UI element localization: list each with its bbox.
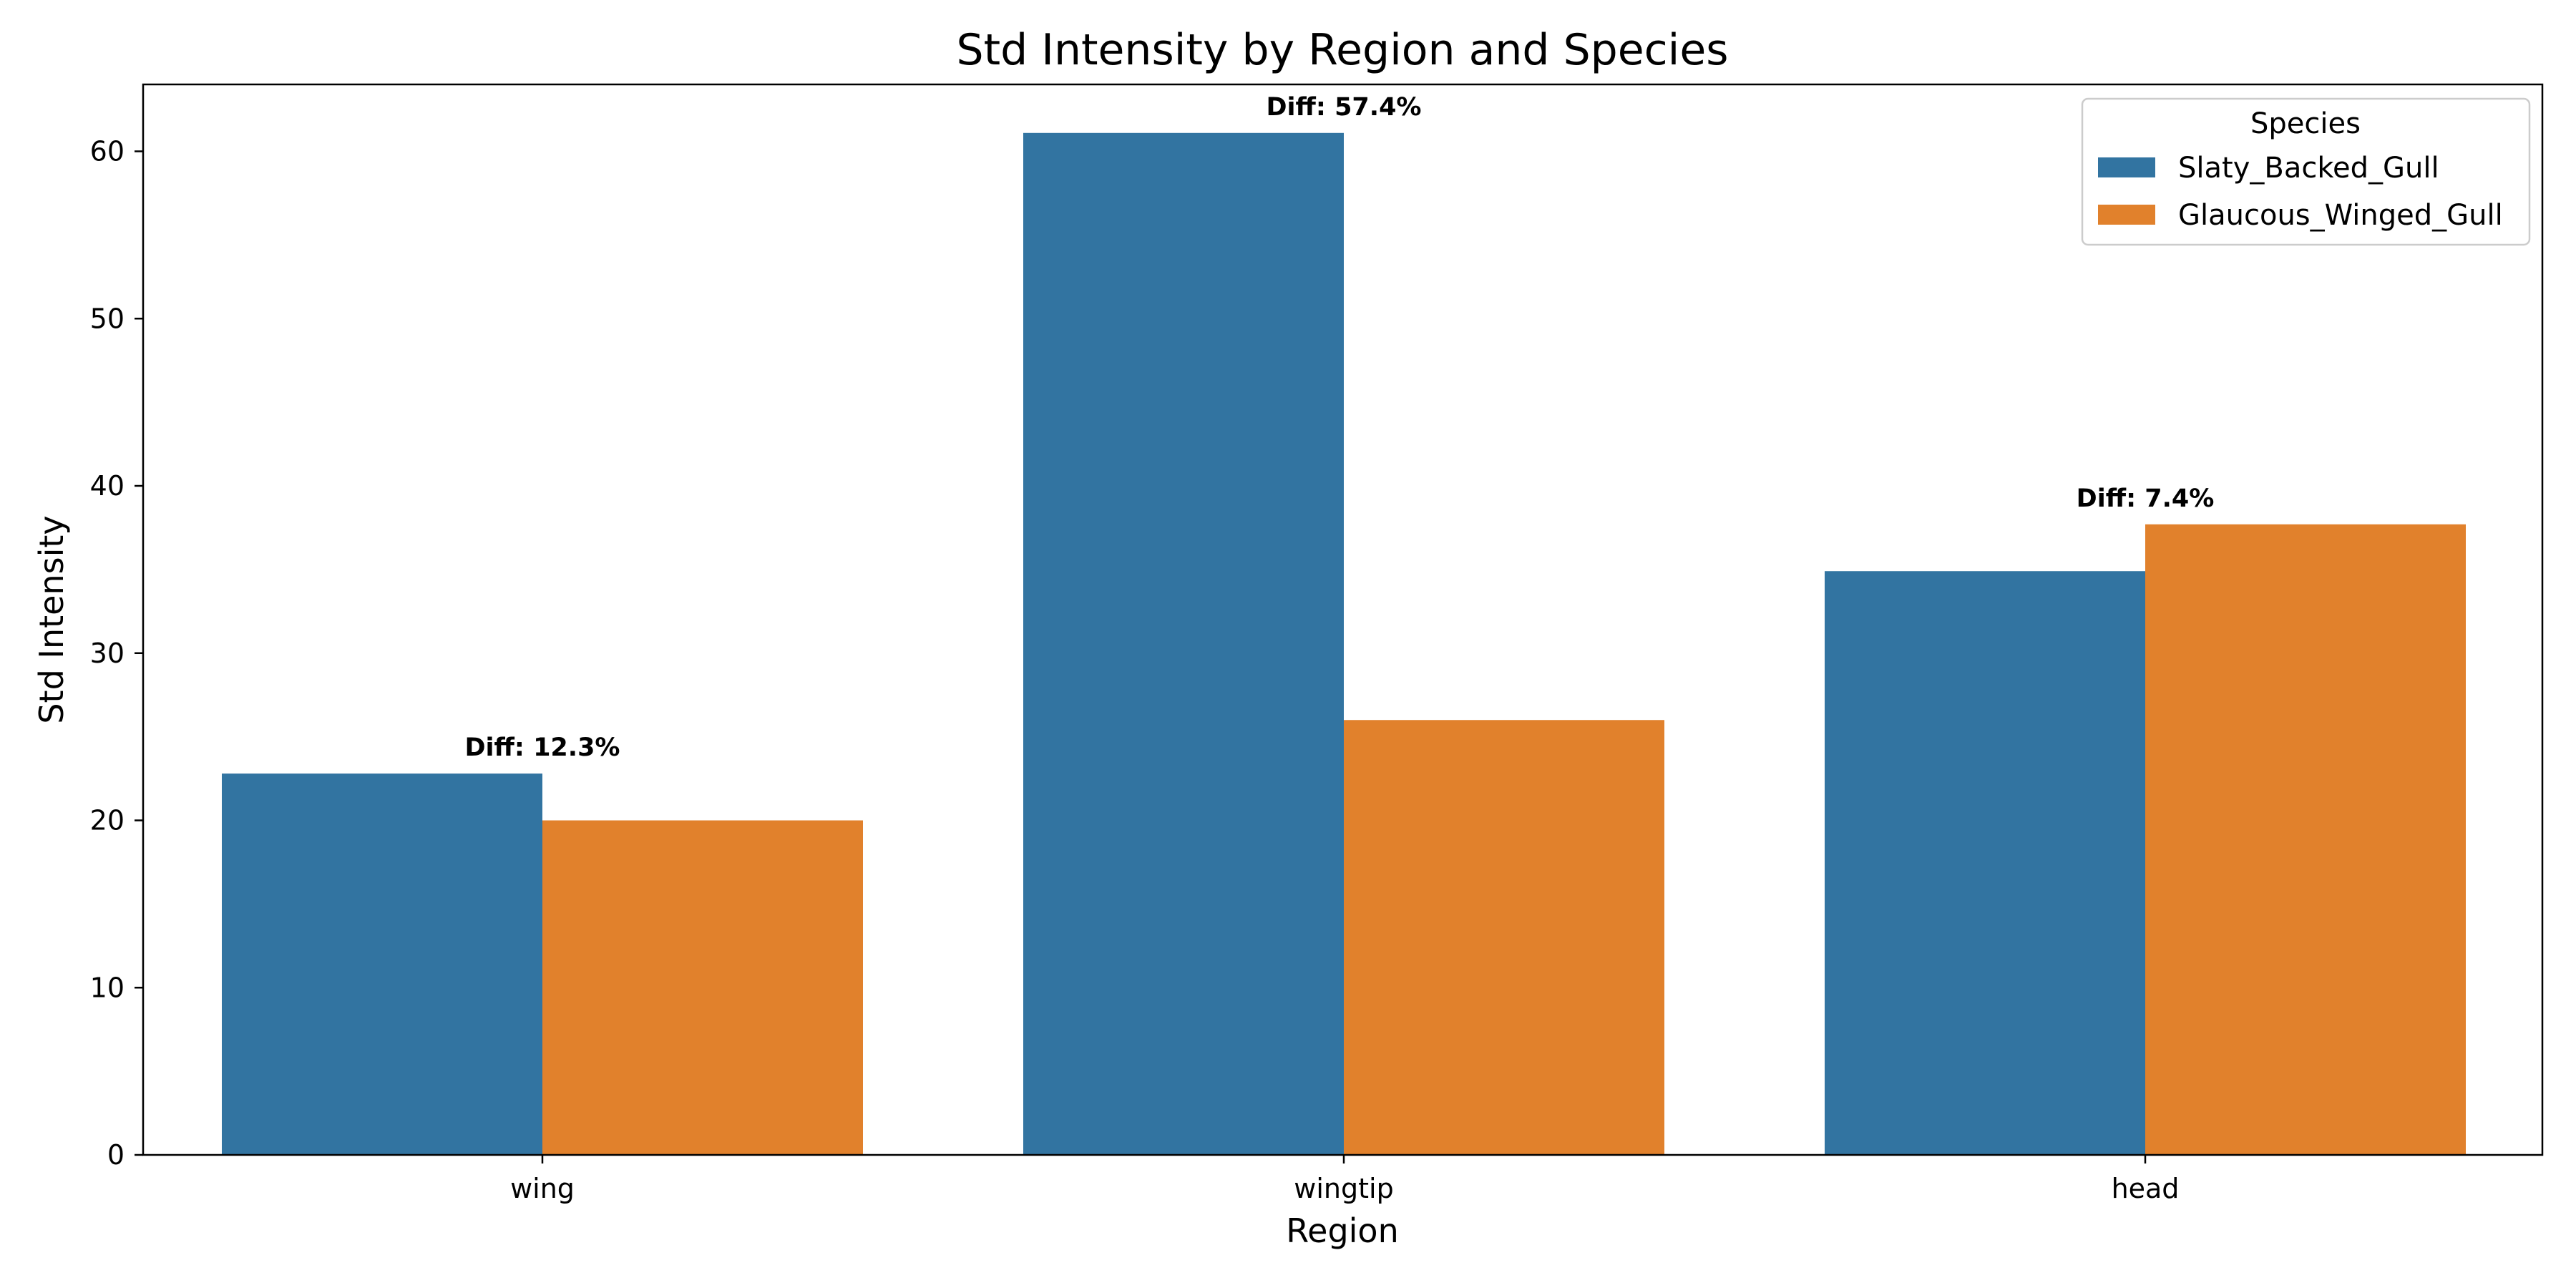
x-tick-label-wingtip: wingtip bbox=[1294, 1173, 1393, 1204]
bar-head-glaucous-winged-gull bbox=[2145, 524, 2466, 1155]
plot-frame bbox=[142, 83, 2544, 1156]
bar-wing-glaucous-winged-gull bbox=[542, 820, 863, 1155]
y-axis: 0 10 20 30 40 50 60 bbox=[90, 136, 143, 1171]
bar-wingtip-slaty-backed-gull bbox=[1023, 132, 1344, 1156]
bar-wingtip-glaucous-winged-gull bbox=[1344, 720, 1664, 1155]
y-tick-label-0: 0 bbox=[107, 1139, 125, 1171]
bars-group bbox=[222, 132, 2466, 1156]
x-tick-label-wing: wing bbox=[510, 1173, 575, 1204]
legend-swatch-slaty-backed-gull bbox=[2098, 157, 2155, 177]
y-tick-label-60: 60 bbox=[90, 136, 125, 167]
x-axis-label: Region bbox=[1286, 1211, 1398, 1250]
legend-label-slaty-backed-gull: Slaty_Backed_Gull bbox=[2178, 152, 2439, 185]
bar-wing-slaty-backed-gull bbox=[222, 774, 542, 1155]
x-tick-label-head: head bbox=[2112, 1173, 2180, 1204]
y-tick-label-20: 20 bbox=[90, 805, 125, 836]
y-tick-label-50: 50 bbox=[90, 303, 125, 334]
bar-head-slaty-backed-gull bbox=[1825, 571, 2145, 1155]
legend-box bbox=[2081, 97, 2531, 246]
legend: Species Slaty_Backed_Gull Glaucous_Winge… bbox=[2081, 97, 2531, 246]
chart-title: Std Intensity by Region and Species bbox=[956, 25, 1728, 75]
x-axis: wing wingtip head bbox=[510, 1155, 2179, 1204]
legend-label-glaucous-winged-gull: Glaucous_Winged_Gull bbox=[2178, 199, 2503, 232]
diff-label-wingtip: Diff: 57.4% bbox=[1266, 93, 1421, 122]
legend-title: Species bbox=[2250, 107, 2361, 140]
y-tick-label-10: 10 bbox=[90, 972, 125, 1003]
legend-swatch-glaucous-winged-gull bbox=[2098, 205, 2155, 225]
y-tick-label-30: 30 bbox=[90, 638, 125, 669]
diff-label-wing: Diff: 12.3% bbox=[464, 733, 620, 762]
diff-label-head: Diff: 7.4% bbox=[2077, 484, 2215, 513]
diff-annotations: Diff: 12.3% Diff: 57.4% Diff: 7.4% bbox=[464, 93, 2214, 762]
y-axis-label: Std Intensity bbox=[32, 515, 71, 723]
y-tick-label-40: 40 bbox=[90, 470, 125, 502]
